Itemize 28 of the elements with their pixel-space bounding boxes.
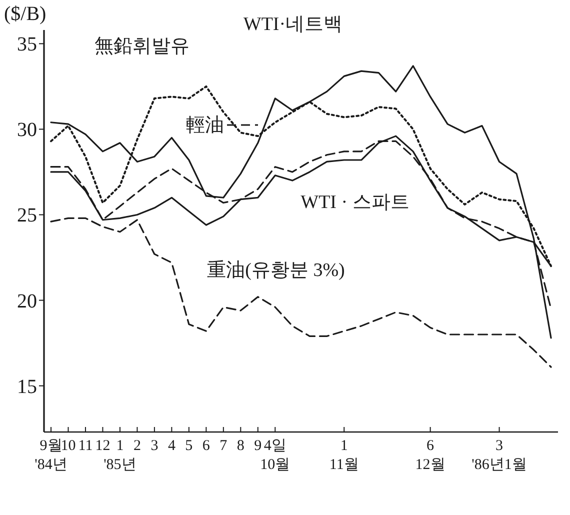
legend-label: 輕油 <box>186 115 224 136</box>
x-tick-label: 12 <box>95 438 110 454</box>
x-tick-label: 6 12월 <box>415 438 446 473</box>
x-tick-label: 2 <box>133 438 141 454</box>
x-tick-label: 6 <box>202 438 210 454</box>
x-tick-label: 3 '86년1월 <box>472 438 527 473</box>
y-tick-label: 25 <box>17 204 37 227</box>
x-tick-label: 10 <box>60 438 76 454</box>
series-label: WTI · 스파트 <box>300 192 410 213</box>
line-series <box>50 65 552 339</box>
y-axis-title: ($/B) <box>4 3 46 25</box>
x-tick-label: 7 <box>220 438 228 454</box>
line-series <box>50 217 552 368</box>
x-tick-label: 8 <box>236 438 244 454</box>
series-label: 無鉛휘발유 <box>94 36 190 57</box>
y-tick-label: 15 <box>17 376 37 398</box>
x-tick-label: 3 <box>150 438 158 454</box>
x-tick-label: 4 <box>168 438 176 454</box>
y-tick-label: 20 <box>17 290 37 312</box>
y-tick-label: 30 <box>17 119 37 142</box>
x-tick-label: 1 11월 <box>329 438 359 473</box>
x-tick-label: 11 <box>78 438 93 454</box>
x-tick-label: 4일 10월 <box>260 438 290 473</box>
series-label: 重油(유황분 3%) <box>207 260 345 281</box>
y-tick-label: 35 <box>17 34 37 56</box>
x-tick-label: 5 <box>185 438 193 454</box>
text: WTI·네트백 <box>243 14 343 35</box>
x-tick-label: 9 <box>254 438 262 454</box>
